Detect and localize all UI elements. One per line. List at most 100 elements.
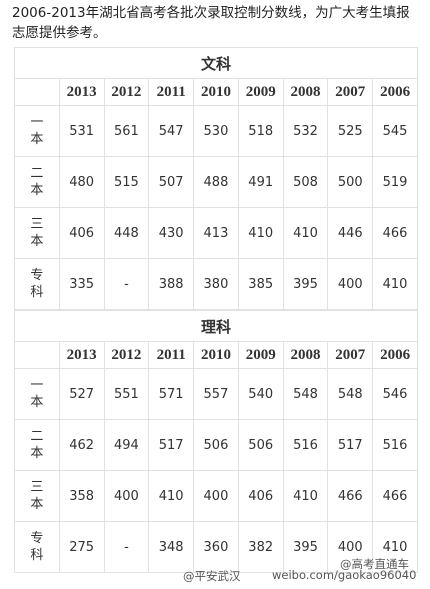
score-cell: 508	[282, 156, 329, 208]
score-cell: 275	[58, 521, 105, 573]
score-cell: 515	[103, 156, 150, 208]
score-cell: 545	[372, 105, 418, 157]
year-header: 2012	[103, 78, 150, 106]
score-cell: 382	[237, 521, 284, 573]
score-cell: 506	[237, 419, 284, 471]
score-cell: 388	[148, 258, 195, 310]
data-row: 三本 406 448 430 413 410 410 446 466	[14, 207, 418, 259]
row-label-cell: 三本	[14, 207, 60, 259]
year-header: 2007	[327, 341, 374, 369]
year-header: 2010	[193, 78, 239, 106]
row-label: 一本	[30, 378, 44, 410]
score-cell: 448	[103, 207, 150, 259]
data-row: 二本 462 494 517 506 506 516 517 516	[14, 419, 418, 471]
section-title: 文科	[14, 47, 418, 79]
score-cell: 400	[193, 470, 239, 522]
score-cell: 548	[327, 368, 374, 420]
score-cell: 446	[327, 207, 374, 259]
score-cell: 410	[237, 207, 284, 259]
score-cell: 491	[237, 156, 284, 208]
year-header: 2009	[237, 78, 284, 106]
score-cell: 480	[58, 156, 105, 208]
score-cell: 406	[58, 207, 105, 259]
year-header: 2008	[282, 341, 329, 369]
row-label-cell: 三本	[14, 470, 60, 522]
score-cell: 335	[58, 258, 105, 310]
score-cell: 406	[237, 470, 284, 522]
row-label-cell: 专科	[14, 521, 60, 573]
watermark-account: @平安武汉	[183, 569, 241, 583]
score-cell: 410	[372, 521, 418, 573]
score-cell: 518	[237, 105, 284, 157]
score-cell: 516	[282, 419, 329, 471]
title-row: 文科	[14, 47, 418, 79]
row-label: 三本	[30, 480, 44, 512]
row-label: 二本	[30, 166, 44, 198]
score-cell: 507	[148, 156, 195, 208]
data-row: 三本 358 400 410 400 406 410 466 466	[14, 470, 418, 522]
score-cell: 532	[282, 105, 329, 157]
score-cell: 466	[327, 470, 374, 522]
year-header: 2012	[103, 341, 150, 369]
data-row: 专科 275-348 360 382 395 400 410	[14, 521, 418, 573]
score-cell: 395	[282, 258, 329, 310]
score-cell: 551	[103, 368, 150, 420]
score-cell: 410	[282, 207, 329, 259]
score-cell: 547	[148, 105, 195, 157]
row-label: 一本	[30, 115, 44, 147]
row-label: 专科	[30, 268, 44, 300]
score-cell: 466	[372, 207, 418, 259]
row-label: 专科	[30, 531, 44, 563]
score-cell: 506	[193, 419, 239, 471]
score-cell: 557	[193, 368, 239, 420]
row-label-cell: 一本	[14, 368, 60, 420]
data-row: 一本 527 551 571 557 540 548 548 546	[14, 368, 418, 420]
data-row: 二本 480 515 507 488 491 508 500 519	[14, 156, 418, 208]
score-table: 理科 2013 2012 2011 2010 2009 2008 2007 2006 一本 527 5…	[14, 310, 418, 573]
year-header: 2006	[372, 78, 418, 106]
year-header: 2010	[193, 341, 239, 369]
score-table: 文科 2013 2012 2011 2010 2009 2008 2007 2006 一本 531 5…	[14, 47, 418, 310]
score-cell: 561	[103, 105, 150, 157]
watermark-url: weibo.com/gaokao96040	[272, 568, 417, 582]
section-title: 理科	[14, 310, 418, 342]
score-cell: 413	[193, 207, 239, 259]
score-cell: 488	[193, 156, 239, 208]
year-header: 2011	[148, 341, 195, 369]
score-cell: 462	[58, 419, 105, 471]
score-cell: 500	[327, 156, 374, 208]
score-cell: 540	[237, 368, 284, 420]
row-label-cell: 专科	[14, 258, 60, 310]
score-cell: 360	[193, 521, 239, 573]
year-header: 2008	[282, 78, 329, 106]
watermark-source: @高考直通车	[340, 557, 409, 571]
score-cell: 400	[327, 521, 374, 573]
score-cell: 410	[148, 470, 195, 522]
score-cell: 400	[327, 258, 374, 310]
title-row: 理科	[14, 310, 418, 342]
score-cell: 519	[372, 156, 418, 208]
header-row: 2013 2012 2011 2010 2009 2008 2007 2006	[14, 78, 418, 106]
score-cell: 385	[237, 258, 284, 310]
score-cell: 517	[148, 419, 195, 471]
year-header: 2009	[237, 341, 284, 369]
score-cell: 400	[103, 470, 150, 522]
score-cell: 548	[282, 368, 329, 420]
score-cell: 410	[372, 258, 418, 310]
watermark: @平安武汉 weibo.com/gaokao96040 @高考直通车	[0, 557, 430, 588]
row-label-cell: 一本	[14, 105, 60, 157]
score-cell: 530	[193, 105, 239, 157]
score-cell: 410	[282, 470, 329, 522]
score-cell: 571	[148, 368, 195, 420]
score-cell: 466	[372, 470, 418, 522]
score-cell: 546	[372, 368, 418, 420]
data-row: 一本 531 561 547 530 518 532 525 545	[14, 105, 418, 157]
year-header: 2007	[327, 78, 374, 106]
score-cell: 430	[148, 207, 195, 259]
score-cell: 525	[327, 105, 374, 157]
row-label: 二本	[30, 429, 44, 461]
header-row: 2013 2012 2011 2010 2009 2008 2007 2006	[14, 341, 418, 369]
year-header: 2013	[58, 78, 105, 106]
corner-cell	[14, 78, 60, 106]
score-cell: 380	[193, 258, 239, 310]
